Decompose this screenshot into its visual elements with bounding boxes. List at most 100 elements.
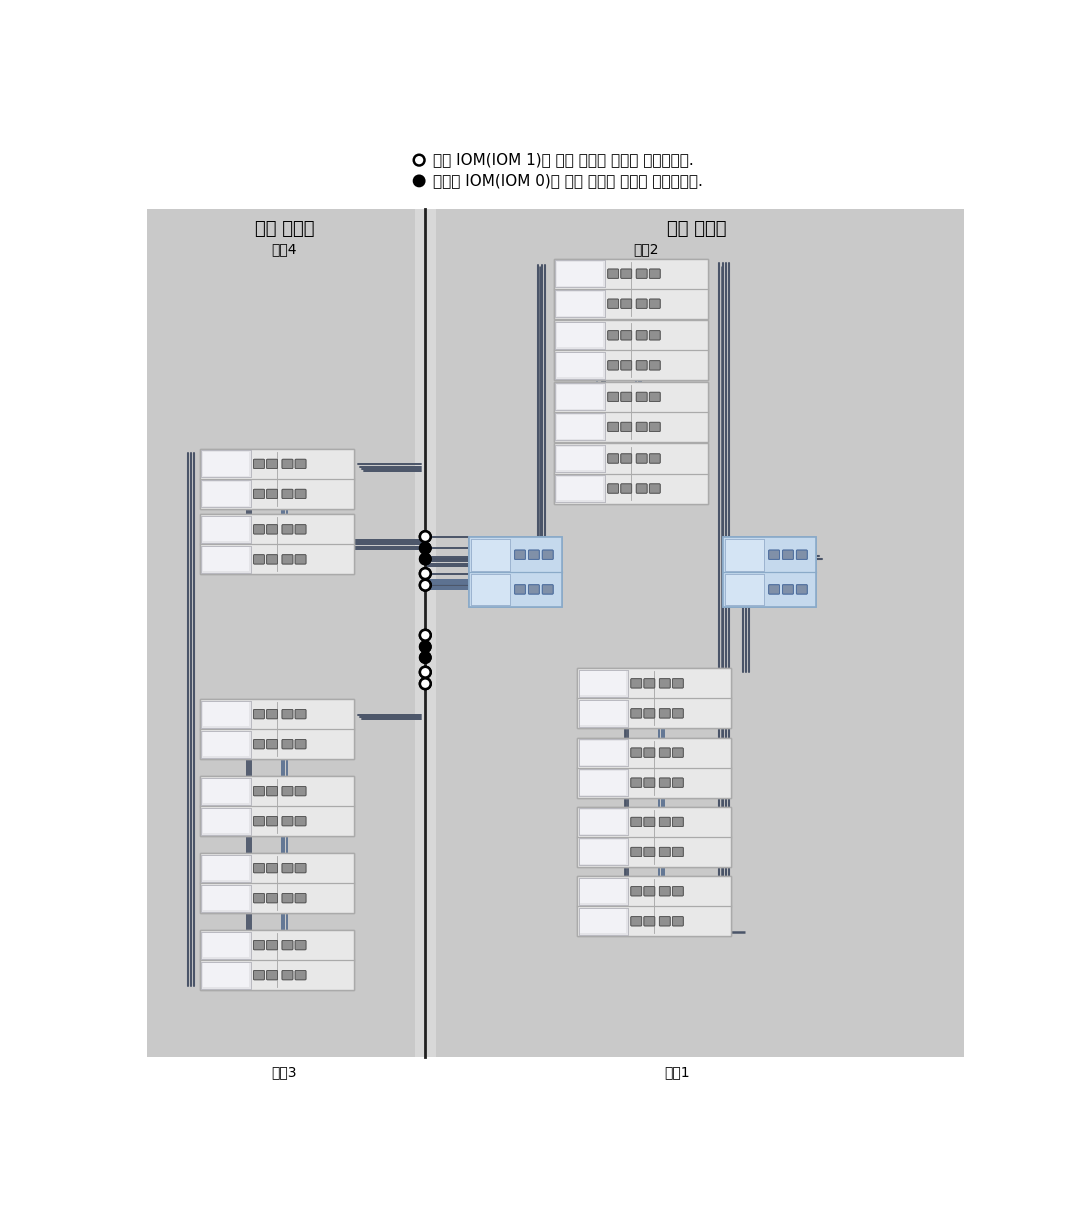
Circle shape [420, 554, 431, 564]
FancyBboxPatch shape [253, 786, 264, 796]
FancyBboxPatch shape [266, 971, 277, 979]
Bar [201, 885, 250, 912]
FancyBboxPatch shape [650, 392, 661, 402]
Bar [201, 480, 250, 508]
FancyBboxPatch shape [796, 585, 807, 595]
FancyBboxPatch shape [608, 484, 618, 493]
FancyBboxPatch shape [253, 894, 264, 903]
Bar [201, 701, 250, 727]
FancyBboxPatch shape [608, 330, 618, 340]
Bar [580, 672, 626, 696]
Bar [415, 209, 436, 1058]
Text: 체인4: 체인4 [272, 241, 297, 256]
Circle shape [420, 630, 431, 640]
Bar [201, 450, 250, 478]
FancyBboxPatch shape [266, 863, 277, 873]
FancyBboxPatch shape [621, 392, 631, 402]
Bar [578, 739, 628, 766]
FancyBboxPatch shape [621, 484, 631, 493]
FancyBboxPatch shape [637, 299, 647, 309]
Circle shape [420, 532, 431, 541]
Bar [201, 516, 250, 543]
Bar [557, 353, 603, 377]
FancyBboxPatch shape [621, 330, 631, 340]
Bar [203, 964, 249, 987]
Bar [203, 482, 249, 505]
FancyBboxPatch shape [296, 525, 305, 534]
FancyBboxPatch shape [637, 330, 647, 340]
Circle shape [414, 154, 425, 165]
FancyBboxPatch shape [282, 863, 292, 873]
FancyBboxPatch shape [296, 459, 305, 468]
Circle shape [420, 667, 431, 678]
FancyBboxPatch shape [621, 392, 631, 402]
FancyBboxPatch shape [266, 739, 277, 749]
Bar [723, 538, 815, 607]
FancyBboxPatch shape [282, 816, 292, 826]
Bar [199, 514, 354, 574]
Bar [580, 879, 626, 903]
Bar [725, 539, 764, 570]
FancyBboxPatch shape [650, 330, 661, 340]
FancyBboxPatch shape [253, 709, 264, 719]
FancyBboxPatch shape [253, 459, 264, 468]
Bar [578, 808, 628, 836]
Bar [203, 732, 249, 756]
FancyBboxPatch shape [253, 709, 264, 719]
FancyBboxPatch shape [769, 585, 780, 595]
Circle shape [420, 554, 431, 564]
FancyBboxPatch shape [637, 484, 647, 493]
FancyBboxPatch shape [253, 459, 264, 468]
Bar [201, 885, 250, 912]
Bar [201, 480, 250, 508]
FancyBboxPatch shape [650, 330, 661, 340]
Bar [725, 574, 764, 605]
Circle shape [420, 642, 431, 652]
Bar [557, 292, 603, 316]
FancyBboxPatch shape [631, 679, 641, 687]
Bar [580, 909, 626, 933]
FancyBboxPatch shape [296, 555, 305, 564]
Bar [553, 321, 708, 380]
Circle shape [420, 652, 431, 663]
Bar [199, 777, 354, 836]
FancyBboxPatch shape [637, 269, 647, 279]
Circle shape [420, 532, 431, 541]
FancyBboxPatch shape [644, 679, 655, 687]
Bar [147, 209, 421, 1058]
Text: 체인2: 체인2 [634, 241, 660, 256]
Bar [199, 449, 354, 509]
FancyBboxPatch shape [637, 453, 647, 463]
FancyBboxPatch shape [253, 971, 264, 979]
FancyBboxPatch shape [673, 818, 683, 826]
Bar [203, 779, 249, 803]
Bar [553, 444, 708, 504]
Bar [201, 546, 250, 573]
FancyBboxPatch shape [673, 778, 683, 788]
FancyBboxPatch shape [608, 484, 618, 493]
Bar [203, 886, 249, 911]
FancyBboxPatch shape [637, 269, 647, 279]
Bar [578, 908, 628, 935]
Bar [578, 699, 628, 727]
FancyBboxPatch shape [631, 917, 641, 926]
Bar [553, 382, 708, 441]
Bar [577, 807, 731, 867]
Circle shape [420, 568, 431, 579]
FancyBboxPatch shape [650, 269, 661, 279]
FancyBboxPatch shape [660, 886, 670, 896]
FancyBboxPatch shape [608, 453, 618, 463]
FancyBboxPatch shape [660, 748, 670, 757]
FancyBboxPatch shape [621, 484, 631, 493]
Bar [556, 414, 604, 440]
Bar [201, 516, 250, 543]
Bar [580, 672, 626, 696]
FancyBboxPatch shape [660, 818, 670, 826]
Bar [201, 450, 250, 478]
FancyBboxPatch shape [644, 818, 655, 826]
Bar [557, 446, 603, 470]
FancyBboxPatch shape [769, 550, 780, 560]
Text: 확장 캐비닛: 확장 캐비닛 [255, 221, 314, 238]
FancyBboxPatch shape [253, 739, 264, 749]
Bar [557, 415, 603, 439]
